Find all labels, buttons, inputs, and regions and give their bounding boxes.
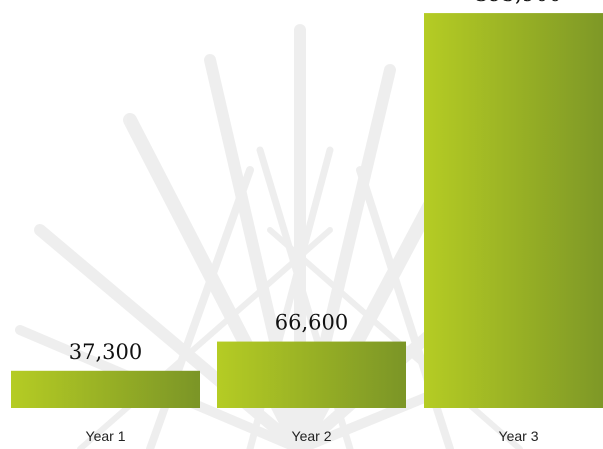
category-labels: Year 1 Year 2 Year 3 bbox=[86, 428, 539, 444]
bar-year-2 bbox=[217, 341, 406, 408]
category-label: Year 1 bbox=[86, 428, 126, 444]
bar-year-1 bbox=[11, 370, 200, 408]
value-label: 66,600 bbox=[275, 311, 348, 335]
category-label: Year 2 bbox=[292, 428, 332, 444]
bar-year-3 bbox=[424, 13, 603, 408]
value-labels: 37,300 66,600 395,900 bbox=[69, 0, 562, 364]
value-label: 395,900 bbox=[475, 0, 562, 6]
value-label: 37,300 bbox=[69, 340, 142, 364]
bars bbox=[11, 13, 603, 408]
category-label: Year 3 bbox=[499, 428, 539, 444]
